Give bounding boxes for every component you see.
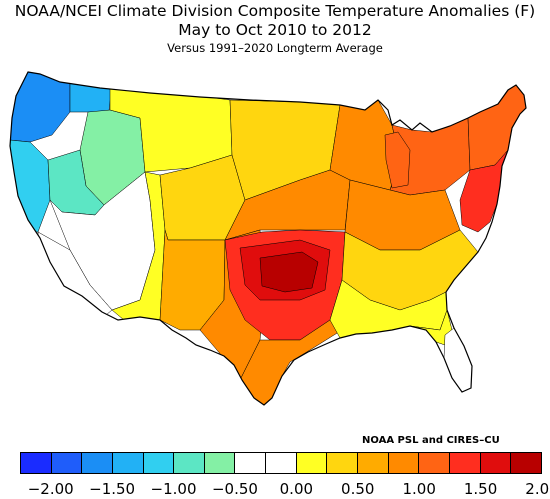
legend-tick-label: 1.50	[463, 480, 498, 498]
legend-swatch	[266, 453, 297, 473]
color-legend	[20, 452, 542, 474]
legend-tick-label: −1.00	[150, 480, 197, 498]
legend-swatch	[327, 453, 359, 473]
region-texas-south	[239, 319, 343, 405]
legend-tick-label: 1.00	[402, 480, 436, 498]
legend-swatch	[419, 453, 450, 473]
region-florida-peninsula	[443, 327, 473, 393]
legend-swatch	[21, 453, 52, 473]
legend-tick-label: −2.00	[27, 480, 74, 498]
legend-tick-label: 0.50	[341, 480, 375, 498]
map-subtitle-baseline: Versus 1991–2020 Longterm Average	[167, 41, 383, 55]
legend-swatch	[143, 453, 175, 473]
map-title: NOAA/NCEI Climate Division Composite Tem…	[14, 2, 536, 20]
map-subtitle-period: May to Oct 2010 to 2012	[178, 21, 372, 39]
legend-swatch	[480, 453, 512, 473]
legend-tick-label: 2.00	[525, 480, 550, 498]
credit-text: NOAA PSL and CIRES–CU	[362, 435, 500, 446]
legend-swatch	[235, 453, 267, 473]
region-lower-michigan	[384, 131, 411, 189]
legend-swatch	[511, 453, 541, 473]
us-anomaly-map	[9, 71, 527, 406]
legend-swatch	[174, 453, 205, 473]
region-pacific-northwest-coast	[10, 72, 71, 143]
legend-swatch	[82, 453, 113, 473]
legend-swatch	[204, 453, 236, 473]
legend-swatch	[51, 453, 83, 473]
legend-swatch	[388, 453, 420, 473]
legend-swatch	[358, 453, 389, 473]
legend-swatch	[112, 453, 144, 473]
legend-tick-label: −1.50	[89, 480, 136, 498]
legend-swatch	[449, 453, 481, 473]
region-northeast	[467, 84, 526, 171]
legend-swatch	[296, 453, 328, 473]
legend-tick-label: 0.00	[279, 480, 314, 498]
legend-tick-label: −0.50	[211, 480, 258, 498]
region-oklahoma-center	[259, 251, 319, 293]
